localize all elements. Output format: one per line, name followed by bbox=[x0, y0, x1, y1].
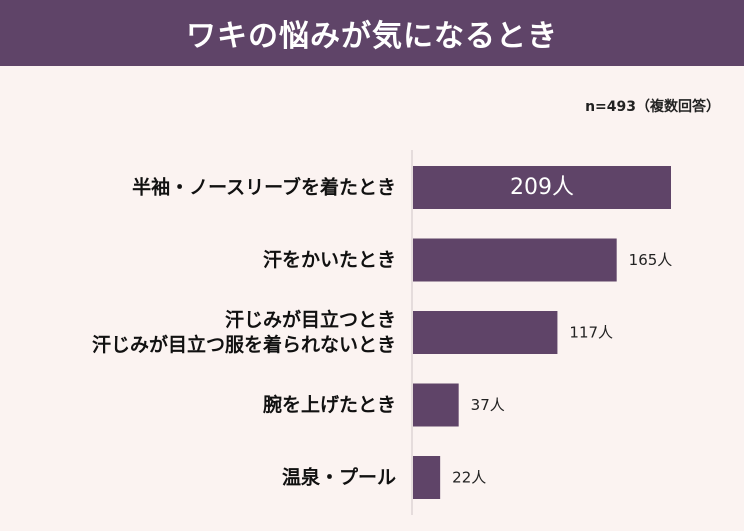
value-label-1: 165人 bbox=[629, 251, 673, 269]
category-label-4: 温泉・プール bbox=[282, 466, 396, 489]
sample-note: n=493（複数回答） bbox=[585, 99, 720, 115]
category-label-3: 腕を上げたとき bbox=[262, 393, 396, 416]
chart-header: ワキの悩みが気になるとき bbox=[0, 0, 744, 66]
value-label-4: 22人 bbox=[452, 469, 486, 487]
chart-title: ワキの悩みが気になるとき bbox=[186, 19, 558, 54]
bar-0 bbox=[413, 166, 671, 209]
value-label-3: 37人 bbox=[471, 396, 505, 414]
category-label-0: 半袖・ノースリーブを着たとき bbox=[132, 176, 396, 199]
category-label-2-1: 汗じみが目立つ服を着られないとき bbox=[92, 333, 396, 356]
bar-1 bbox=[413, 238, 617, 282]
category-label-2-0: 汗じみが目立つとき bbox=[225, 308, 396, 331]
category-label-1: 汗をかいたとき bbox=[263, 249, 396, 271]
bar-2 bbox=[413, 311, 558, 354]
value-label-0: 209人 bbox=[510, 175, 574, 200]
bar-4 bbox=[413, 456, 441, 499]
bar-3 bbox=[413, 383, 459, 427]
value-label-2: 117人 bbox=[569, 324, 613, 342]
